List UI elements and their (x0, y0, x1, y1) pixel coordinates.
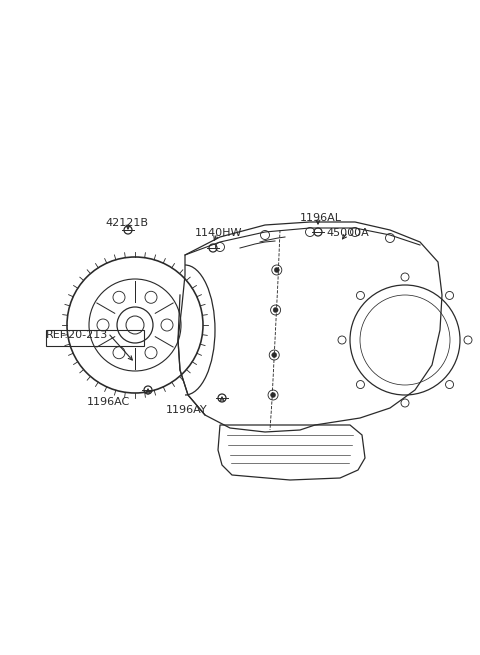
Text: 45000A: 45000A (326, 228, 369, 238)
Text: 1196AL: 1196AL (300, 213, 342, 223)
Text: 1196AY: 1196AY (166, 405, 208, 415)
Circle shape (272, 352, 277, 358)
Text: 1140HW: 1140HW (195, 228, 242, 238)
Text: 42121B: 42121B (105, 218, 148, 228)
Text: 1196AC: 1196AC (87, 397, 130, 407)
Circle shape (271, 392, 276, 398)
Circle shape (274, 267, 279, 272)
Circle shape (273, 307, 278, 312)
Text: REF.20-213: REF.20-213 (46, 330, 108, 340)
Bar (46, 330, 144, 346)
